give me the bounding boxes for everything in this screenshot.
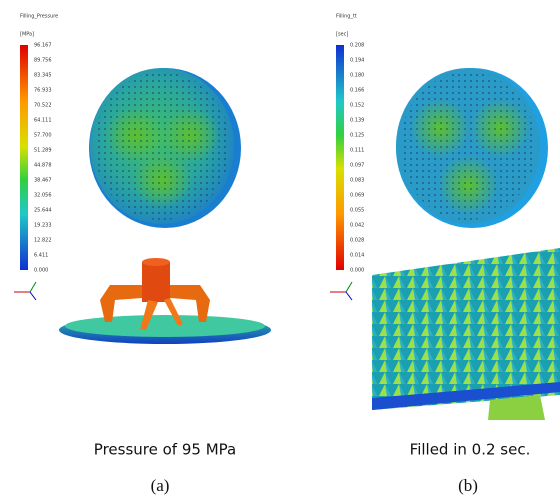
figure: Filling_Pressure [MPa]96.167 89.756 83.345 7… xyxy=(0,0,560,499)
panel-label: (a) xyxy=(151,476,170,495)
scale-label: 89.756 xyxy=(34,58,52,64)
scale-label: 0.111 xyxy=(350,148,364,154)
scale-label: 0.194 xyxy=(350,58,364,64)
scale-label: 38.467 xyxy=(34,178,52,184)
scale-label: 0.014 xyxy=(350,253,364,259)
scale-label: 76.933 xyxy=(34,88,52,94)
scale-label: 96.167 xyxy=(34,43,52,49)
panel-label: (b) xyxy=(458,476,478,495)
scale-label: 6.411 xyxy=(34,253,48,259)
scale-label: 0.000 xyxy=(350,268,364,274)
scale-label: 0.097 xyxy=(350,163,364,169)
scale-label: 0.166 xyxy=(350,88,364,94)
scale-label: 44.878 xyxy=(34,163,52,169)
scale-label: 0.000 xyxy=(34,268,48,274)
disk-result xyxy=(89,68,241,228)
scale-label: 12.822 xyxy=(34,238,52,244)
color-bar xyxy=(336,45,344,270)
scale-label: 83.345 xyxy=(34,73,52,79)
scale-label: 0.055 xyxy=(350,208,364,214)
scale-label: 57.700 xyxy=(34,133,52,139)
scale-label: 70.522 xyxy=(34,103,52,109)
scale-label: 19.233 xyxy=(34,223,52,229)
scale-label: 0.139 xyxy=(350,118,364,124)
caption: Filled in 0.2 sec. xyxy=(410,441,531,459)
scale-label: 0.180 xyxy=(350,73,364,79)
scale-label: 0.152 xyxy=(350,103,364,109)
scale-label: 51.289 xyxy=(34,148,52,154)
result-title: Filling_tt xyxy=(336,14,357,20)
scale-label: 25.644 xyxy=(34,208,52,214)
scale-label: 0.028 xyxy=(350,238,364,244)
scale-label: 32.056 xyxy=(34,193,52,199)
unit-label: [MPa] xyxy=(20,32,34,38)
scale-label: 0.083 xyxy=(350,178,364,184)
scale-label: 0.069 xyxy=(350,193,364,199)
disk-result xyxy=(396,68,548,228)
unit-label: [sec] xyxy=(336,32,348,38)
scale-label: 0.042 xyxy=(350,223,364,229)
scale-label: 64.111 xyxy=(34,118,52,124)
filled-part xyxy=(330,248,560,420)
runner-model xyxy=(14,258,271,344)
color-bar xyxy=(20,45,28,270)
result-title: Filling_Pressure xyxy=(20,14,58,20)
figure-canvas: Filling_Pressure [MPa]96.167 89.756 83.345 7… xyxy=(0,0,560,499)
caption: Pressure of 95 MPa xyxy=(94,441,236,459)
scale-label: 0.208 xyxy=(350,43,364,49)
scale-label: 0.125 xyxy=(350,133,364,139)
